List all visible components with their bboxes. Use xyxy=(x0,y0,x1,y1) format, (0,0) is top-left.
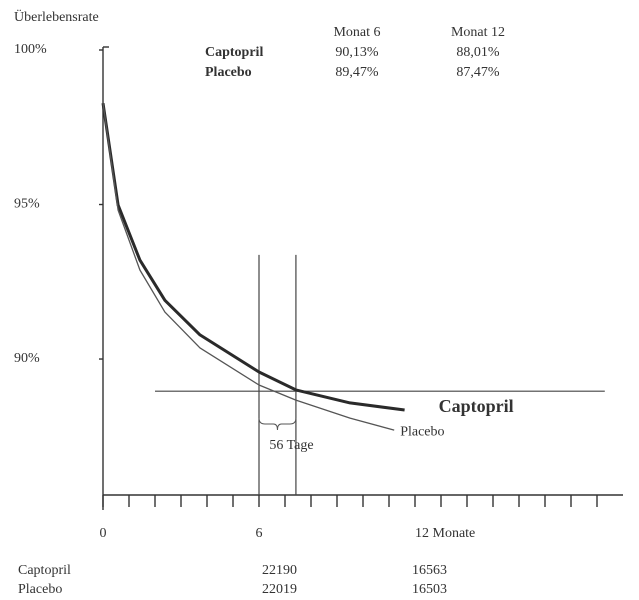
table-row-label: Placebo xyxy=(205,65,252,80)
series-label: Captopril xyxy=(439,396,514,416)
table-cell: 88,01% xyxy=(456,45,500,60)
y-axis-title: Überlebensrate xyxy=(14,8,99,25)
table-cell: 89,47% xyxy=(335,65,379,80)
at-risk-label: Placebo xyxy=(18,582,62,597)
series-line xyxy=(102,103,395,431)
x-tick-label: 12 Monate xyxy=(415,526,475,541)
x-tick-label: 6 xyxy=(256,526,263,541)
at-risk-cell: 16563 xyxy=(412,563,447,578)
at-risk-cell: 16503 xyxy=(412,582,447,597)
y-tick-label: 90% xyxy=(14,351,40,366)
at-risk-cell: 22019 xyxy=(262,582,297,597)
at-risk-cell: 22190 xyxy=(262,563,297,578)
table-header: Monat 12 xyxy=(451,25,505,40)
series-line xyxy=(101,102,405,412)
y-tick-label: 95% xyxy=(14,197,40,212)
at-risk-label: Captopril xyxy=(18,563,71,578)
brace xyxy=(258,417,297,431)
annotation: 56 Tage xyxy=(269,438,313,453)
x-tick-label: 0 xyxy=(100,526,107,541)
table-header: Monat 6 xyxy=(333,25,380,40)
y-tick-label: 100% xyxy=(14,42,47,57)
table-cell: 90,13% xyxy=(335,45,379,60)
table-cell: 87,47% xyxy=(456,65,500,80)
series-label: Placebo xyxy=(400,424,444,439)
table-row-label: Captopril xyxy=(205,45,263,60)
